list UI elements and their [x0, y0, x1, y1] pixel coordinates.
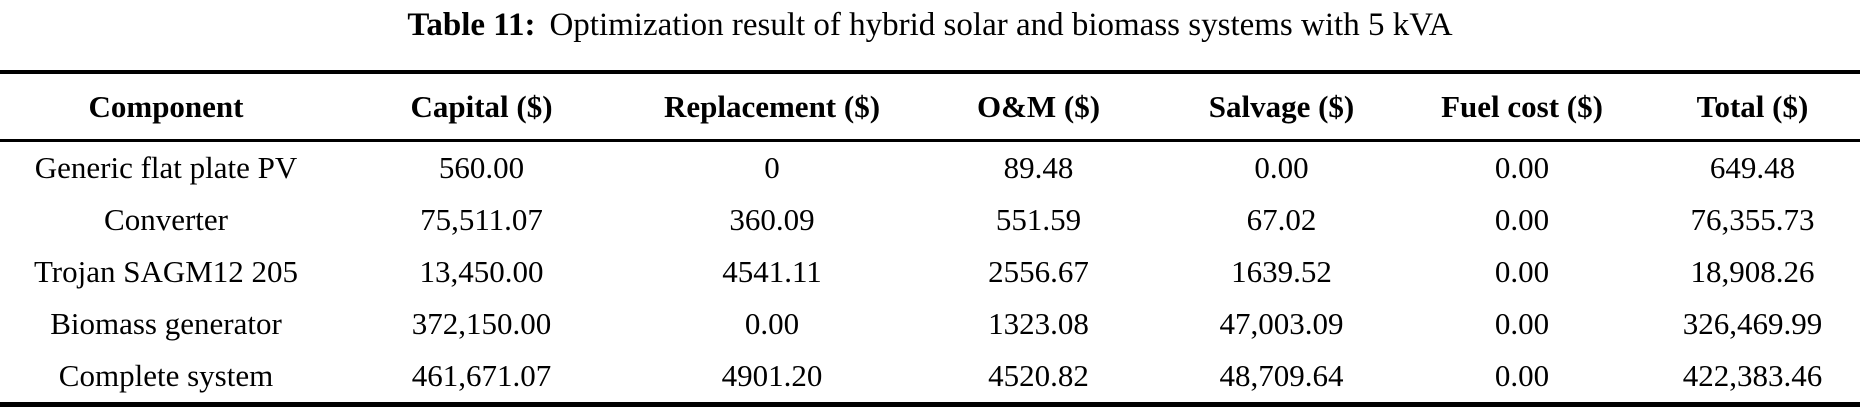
table-header-row: Component Capital ($) Replacement ($) O&…	[0, 72, 1860, 142]
cell-component: Generic flat plate PV	[34, 150, 298, 185]
cell-fuel-cost: 0.00	[1494, 202, 1550, 237]
cell-salvage: 0.00	[1254, 150, 1309, 185]
column-header-component: Component	[0, 72, 332, 142]
cell-capital: 560.00	[438, 150, 525, 185]
cell-replacement: 360.09	[729, 202, 815, 237]
table-row: Converter 75,511.07 360.09 551.59 67.02 …	[0, 194, 1860, 246]
table-caption: Table 11: Optimization result of hybrid s…	[0, 0, 1860, 45]
cell-capital: 461,671.07	[411, 358, 552, 393]
table-caption-label: Table 11:	[407, 7, 536, 43]
cell-fuel-cost: 0.00	[1494, 306, 1550, 341]
cell-component: Trojan SAGM12 205	[33, 254, 299, 289]
cell-salvage: 48,709.64	[1219, 358, 1344, 393]
cell-capital: 75,511.07	[420, 202, 543, 237]
cell-total: 18,908.26	[1690, 254, 1815, 289]
cell-replacement: 0.00	[744, 306, 800, 341]
cell-fuel-cost: 0.00	[1494, 254, 1550, 289]
cell-om: 1323.08	[988, 306, 1089, 341]
table-row: Generic flat plate PV 560.00 0 89.48 0.0…	[0, 141, 1860, 195]
cell-component: Complete system	[58, 358, 274, 393]
optimization-results-table: Component Capital ($) Replacement ($) O&…	[0, 70, 1860, 407]
column-header-capital: Capital ($)	[332, 72, 631, 142]
column-header-total: Total ($)	[1645, 72, 1860, 142]
cell-om: 89.48	[1003, 150, 1074, 185]
table-caption-text: Optimization result of hybrid solar and …	[549, 7, 1453, 43]
cell-salvage: 47,003.09	[1219, 306, 1344, 341]
column-header-replacement: Replacement ($)	[631, 72, 913, 142]
table-row: Biomass generator 372,150.00 0.00 1323.0…	[0, 298, 1860, 350]
cell-om: 4520.82	[988, 358, 1089, 393]
column-header-om: O&M ($)	[913, 72, 1164, 142]
cell-replacement: 0	[764, 150, 780, 185]
cell-component: Biomass generator	[50, 306, 282, 341]
cell-capital: 13,450.00	[419, 254, 544, 289]
cell-fuel-cost: 0.00	[1494, 358, 1550, 393]
table-row: Complete system 461,671.07 4901.20 4520.…	[0, 350, 1860, 405]
cell-total: 76,355.73	[1690, 202, 1815, 237]
cell-total: 649.48	[1709, 150, 1796, 185]
table-row: Trojan SAGM12 205 13,450.00 4541.11 2556…	[0, 246, 1860, 298]
cell-total: 422,383.46	[1682, 358, 1823, 393]
cell-om: 551.59	[995, 202, 1082, 237]
column-header-fuel-cost: Fuel cost ($)	[1399, 72, 1645, 142]
cell-om: 2556.67	[988, 254, 1089, 289]
cell-salvage: 67.02	[1246, 202, 1317, 237]
cell-replacement: 4901.20	[721, 358, 823, 393]
cell-fuel-cost: 0.00	[1494, 150, 1550, 185]
cell-total: 326,469.99	[1682, 306, 1823, 341]
cell-salvage: 1639.52	[1231, 254, 1332, 289]
cell-component: Converter	[104, 202, 228, 237]
column-header-salvage: Salvage ($)	[1164, 72, 1399, 142]
cell-replacement: 4541.11	[722, 254, 822, 289]
cell-capital: 372,150.00	[411, 306, 552, 341]
